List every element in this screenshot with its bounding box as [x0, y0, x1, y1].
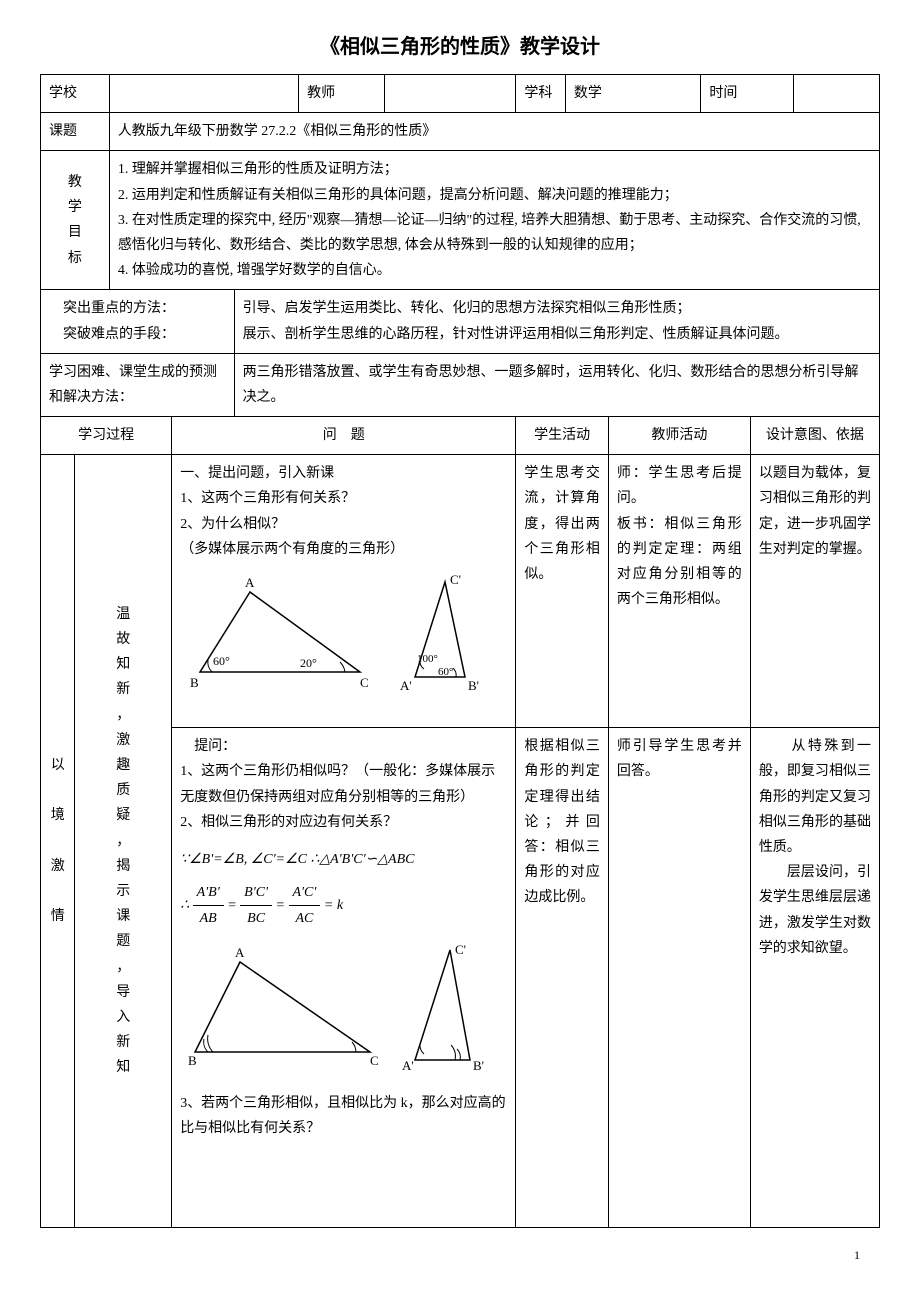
svg-text:A: A [235, 945, 245, 960]
derive-line-2: ∴ A'B'AB = B'C'BC = A'C'AC = k [180, 880, 507, 931]
svg-text:C: C [370, 1053, 379, 1068]
triangle-diagram-1: A B C 60° 20° C' A' B' 100° 60° [180, 572, 507, 711]
page-number: 1 [40, 1248, 880, 1263]
cell-head-intent: 设计意图、依据 [750, 417, 879, 455]
angle-20: 20° [300, 656, 317, 670]
angle-60b: 60° [438, 666, 453, 678]
goal-item: 2. 运用判定和性质解证有关相似三角形的具体问题，提高分析问题、解决问题的推理能… [118, 183, 871, 208]
problem2-q3: 3、若两个三角形相似，且相似比为 k，那么对应高的比与相似比有何关系？ [180, 1091, 507, 1141]
cell-school-value [109, 75, 298, 113]
derive-line-1: ∵∠B'=∠B, ∠C'=∠C ∴△A'B'C'∽△ABC [180, 847, 507, 872]
lesson-plan-table: 学校 教师 学科 数学 时间 课题 人教版九年级下册数学 27.2.2《相似三角… [40, 74, 880, 1228]
cell-goals-text: 1. 理解并掌握相似三角形的性质及证明方法； 2. 运用判定和性质解证有关相似三… [109, 151, 879, 290]
problem2-q2: 2、相似三角形的对应边有何关系？ [180, 810, 507, 835]
table-row: 课题 人教版九年级下册数学 27.2.2《相似三角形的性质》 [41, 113, 880, 151]
angle-60: 60° [213, 654, 230, 668]
cell-teacher-label: 教师 [299, 75, 385, 113]
label-B: B [190, 675, 199, 690]
label-Cp: C' [450, 572, 461, 587]
equals-k: = k [324, 898, 343, 913]
keypoint-label-line: 突破难点的手段： [49, 322, 226, 347]
label-Bp: B' [468, 678, 479, 693]
cell-teacher-value [385, 75, 516, 113]
cell-teacher-2: 师引导学生思考并回答。 [608, 728, 750, 1228]
svg-text:B': B' [473, 1058, 484, 1072]
svg-text:A': A' [402, 1058, 414, 1072]
table-row: 教学目标 1. 理解并掌握相似三角形的性质及证明方法； 2. 运用判定和性质解证… [41, 151, 880, 290]
cell-time-value [793, 75, 879, 113]
cell-goals-label: 教学目标 [41, 151, 110, 290]
cell-problem-1: 一、提出问题，引入新课 1、这两个三角形有何关系？ 2、为什么相似？ （多媒体展… [172, 455, 516, 728]
cell-teacher-1: 师：学生思考后提问。 板书：相似三角形的判定定理：两组对应角分别相等的两个三角形… [608, 455, 750, 728]
table-row: 以 境 激 情 温故知新，激趣质疑，揭示课题，导入新知 一、提出问题，引入新课 … [41, 455, 880, 728]
cell-subject-label: 学科 [516, 75, 565, 113]
cell-student-1: 学生思考交流，计算角度，得出两个三角形相似。 [516, 455, 608, 728]
cell-head-teacher: 教师活动 [608, 417, 750, 455]
table-row: 学校 教师 学科 数学 时间 [41, 75, 880, 113]
cell-difficulty-label: 学习困难、课堂生成的预测和解决方法： [41, 353, 235, 416]
problem-q1: 1、这两个三角形有何关系？ [180, 486, 507, 511]
label-Ap: A' [400, 678, 412, 693]
fraction-1: A'B'AB [193, 880, 224, 931]
triangle-diagram-2: A B C C' A' B' [180, 942, 507, 1081]
label-C: C [360, 675, 369, 690]
cell-keypoint-text: 引导、启发学生运用类比、转化、化归的思想方法探究相似三角形性质； 展示、剖析学生… [234, 290, 879, 353]
keypoint-label-line: 突出重点的方法： [49, 296, 226, 321]
problem-q2: 2、为什么相似？ [180, 512, 507, 537]
table-row: 突出重点的方法： 突破难点的手段： 引导、启发学生运用类比、转化、化归的思想方法… [41, 290, 880, 353]
cell-head-problem: 问 题 [172, 417, 516, 455]
cell-problem-2: 提问： 1、这两个三角形仍相似吗？（一般化：多媒体展示无度数但仍保持两组对应角分… [172, 728, 516, 1228]
cell-outer-label: 以 境 激 情 [41, 455, 75, 1228]
svg-text:C': C' [455, 942, 466, 957]
cell-student-2: 根据相似三角形的判定定理得出结论；并回答：相似三角形的对应边成比例。 [516, 728, 608, 1228]
fraction-2: B'C'BC [240, 880, 272, 931]
cell-topic-value: 人教版九年级下册数学 27.2.2《相似三角形的性质》 [109, 113, 879, 151]
goal-item: 1. 理解并掌握相似三角形的性质及证明方法； [118, 157, 871, 182]
cell-school-label: 学校 [41, 75, 110, 113]
label-A: A [245, 575, 255, 590]
fraction-3: A'C'AC [289, 880, 321, 931]
cell-topic-label: 课题 [41, 113, 110, 151]
angle-100: 100° [417, 653, 438, 665]
svg-text:B: B [188, 1053, 197, 1068]
problem-head: 一、提出问题，引入新课 [180, 461, 507, 486]
page-title: 《相似三角形的性质》教学设计 [40, 30, 880, 59]
cell-intent-1: 以题目为载体，复习相似三角形的判定，进一步巩固学生对判定的掌握。 [750, 455, 879, 728]
goal-item: 4. 体验成功的喜悦, 增强学好数学的自信心。 [118, 258, 871, 283]
cell-head-student: 学生活动 [516, 417, 608, 455]
therefore-symbol: ∴ [180, 898, 189, 913]
problem-note: （多媒体展示两个有角度的三角形） [180, 537, 507, 562]
table-row: 学习过程 问 题 学生活动 教师活动 设计意图、依据 [41, 417, 880, 455]
cell-inner-label: 温故知新，激趣质疑，揭示课题，导入新知 [75, 455, 172, 1228]
table-row: 学习困难、课堂生成的预测和解决方法： 两三角形错落放置、或学生有奇思妙想、一题多… [41, 353, 880, 416]
cell-subject-value: 数学 [565, 75, 701, 113]
cell-time-label: 时间 [701, 75, 793, 113]
cell-keypoint-label: 突出重点的方法： 突破难点的手段： [41, 290, 235, 353]
problem-head-2: 提问： [180, 734, 507, 759]
goal-item: 3. 在对性质定理的探究中, 经历"观察—猜想—论证—归纳"的过程, 培养大胆猜… [118, 208, 871, 258]
cell-difficulty-text: 两三角形错落放置、或学生有奇思妙想、一题多解时，运用转化、化归、数形结合的思想分… [234, 353, 879, 416]
cell-intent-2: 从特殊到一般，即复习相似三角形的判定又复习相似三角形的基础性质。 层层设问，引发… [750, 728, 879, 1228]
problem2-q1: 1、这两个三角形仍相似吗？（一般化：多媒体展示无度数但仍保持两组对应角分别相等的… [180, 759, 507, 809]
cell-head-process: 学习过程 [41, 417, 172, 455]
